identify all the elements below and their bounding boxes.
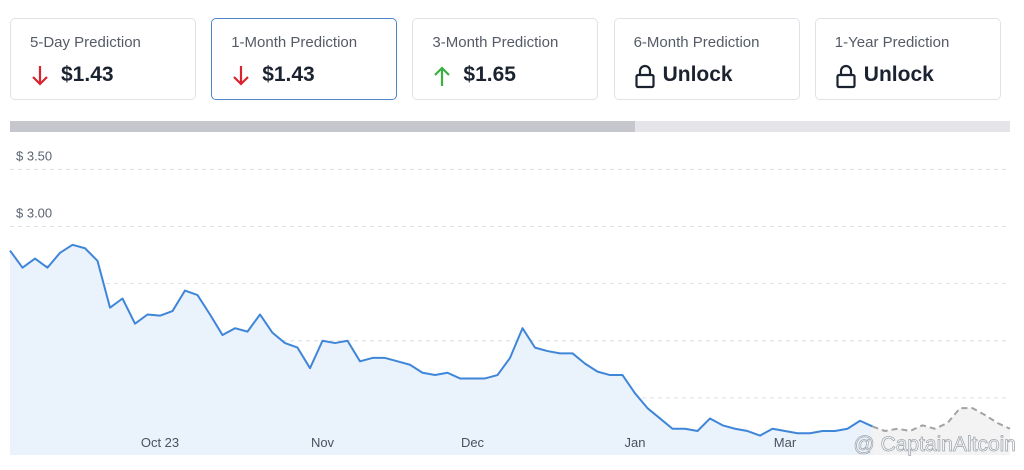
x-tick-label: Jan bbox=[625, 435, 646, 450]
y-tick-label: $ 3.50 bbox=[16, 148, 52, 163]
arrow-up-icon bbox=[434, 66, 451, 86]
lock-shackle bbox=[638, 64, 651, 75]
card-value: $1.65 bbox=[463, 63, 516, 86]
lock-body bbox=[634, 73, 655, 89]
card-label: 6-Month Prediction bbox=[633, 34, 760, 51]
card-icon bbox=[233, 66, 249, 86]
prediction-line bbox=[872, 407, 1011, 433]
card-label: 3-Month Prediction bbox=[432, 34, 559, 51]
card-icon bbox=[836, 64, 856, 89]
x-tick-label: Oct 23 bbox=[141, 435, 179, 450]
range-handle[interactable] bbox=[10, 121, 635, 132]
x-tick-label: Nov bbox=[311, 435, 335, 450]
card-value: Unlock bbox=[662, 63, 733, 86]
y-tick-label: $ 3.00 bbox=[16, 206, 52, 221]
x-tick-label: Mar bbox=[774, 435, 797, 450]
x-tick-label: Dec bbox=[461, 435, 485, 450]
prediction-card[interactable]: 5-Day Prediction $1.43 bbox=[10, 18, 196, 100]
card-value: $1.43 bbox=[61, 63, 114, 86]
lock-shackle bbox=[839, 64, 852, 75]
watermark: @ CaptainAltcoin bbox=[853, 433, 1016, 456]
arrow-down-icon bbox=[32, 66, 48, 86]
prediction-card[interactable]: 3-Month Prediction $1.65 bbox=[412, 18, 599, 100]
prediction-card[interactable]: 1-Year Prediction Unlock bbox=[814, 18, 1001, 100]
price-line bbox=[9, 243, 873, 437]
card-icon bbox=[434, 66, 451, 86]
area bbox=[10, 244, 873, 455]
card-value: Unlock bbox=[863, 63, 934, 86]
card-icon bbox=[32, 66, 48, 86]
prediction-card[interactable]: 1-Month Prediction $1.43 bbox=[211, 18, 398, 100]
lock-body bbox=[836, 73, 856, 89]
card-label: 1-Month Prediction bbox=[231, 34, 358, 51]
card-label: 1-Year Prediction bbox=[834, 34, 950, 51]
area bbox=[872, 408, 1010, 455]
card-label: 5-Day Prediction bbox=[30, 34, 141, 51]
arrow-down-icon bbox=[233, 66, 249, 86]
prediction-card[interactable]: 6-Month Prediction Unlock bbox=[613, 18, 800, 100]
card-value: $1.43 bbox=[262, 63, 315, 86]
card-icon bbox=[634, 64, 655, 89]
